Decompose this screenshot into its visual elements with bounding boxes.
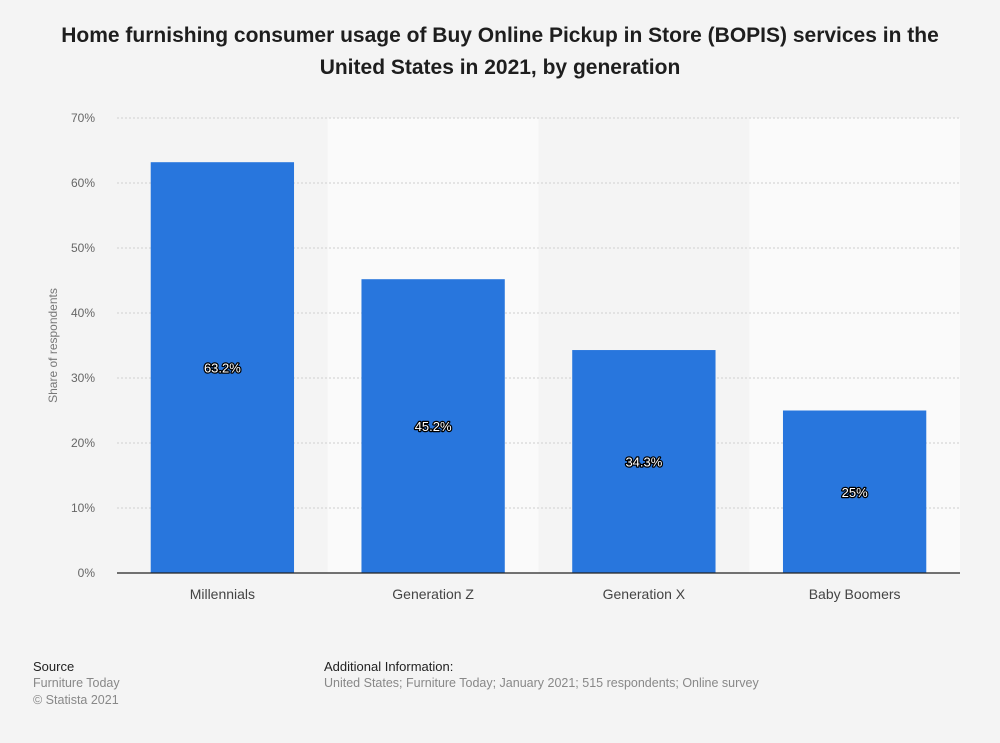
bar-value-label: 45.2% <box>415 419 452 434</box>
bar <box>361 279 505 573</box>
source-line-2: © Statista 2021 <box>33 693 119 707</box>
y-tick-label: 70% <box>71 111 95 125</box>
x-axis-ticks: Millennials Generation Z Generation X Baby … <box>190 586 901 602</box>
y-tick-label: 30% <box>71 371 95 385</box>
additional-info-heading: Additional Information: <box>324 659 454 674</box>
source-heading: Source <box>33 659 75 674</box>
x-tick-label: Millennials <box>190 586 255 602</box>
y-tick-label: 60% <box>71 176 95 190</box>
source-line-1: Furniture Today <box>33 676 120 690</box>
y-tick-label: 10% <box>71 501 95 515</box>
chart-title: Home furnishing consumer usage of Buy On… <box>61 24 939 79</box>
bar <box>572 350 716 573</box>
y-tick-label: 40% <box>71 306 95 320</box>
bar-value-label: 34.3% <box>625 455 662 470</box>
value-labels: 63.2% 45.2% 34.3% 25% <box>203 359 870 501</box>
source-block: Source Furniture Today © Statista 2021 <box>33 658 120 709</box>
x-tick-label: Generation Z <box>392 586 474 602</box>
x-tick-label: Baby Boomers <box>809 586 901 602</box>
bars <box>150 162 927 573</box>
additional-info-block: Additional Information: United States; F… <box>324 658 759 692</box>
y-tick-label: 50% <box>71 241 95 255</box>
x-tick-label: Generation X <box>603 586 686 602</box>
y-axis-label: Share of respondents <box>46 288 60 403</box>
bar <box>782 410 927 573</box>
y-axis-ticks: 0% 10% 20% 30% 40% 50% 60% 70% <box>71 111 95 580</box>
y-tick-label: 20% <box>71 436 95 450</box>
bar <box>150 162 295 573</box>
y-tick-label: 0% <box>78 566 96 580</box>
bar-value-label: 63.2% <box>204 361 241 376</box>
bar-value-label: 25% <box>842 485 868 500</box>
additional-info-text: United States; Furniture Today; January … <box>324 676 759 690</box>
